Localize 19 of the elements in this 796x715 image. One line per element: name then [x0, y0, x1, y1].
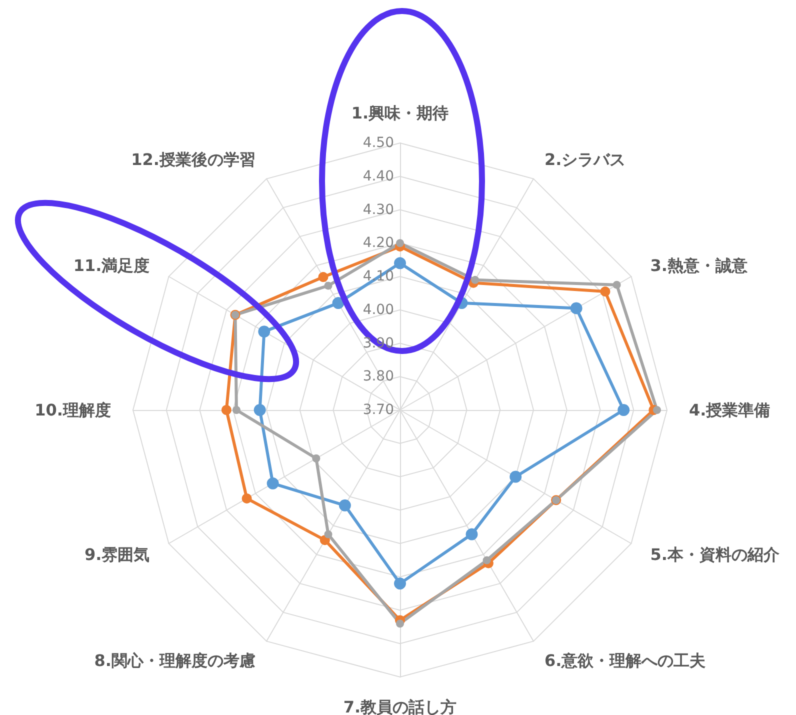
spoke-label: 12.授業後の学習: [131, 150, 256, 170]
spoke-label: 10.理解度: [34, 400, 111, 420]
y-tick-label: 3.80: [362, 368, 394, 385]
spoke-label: 2.シラバス: [544, 150, 626, 170]
spoke-label: 1.興味・期待: [351, 104, 449, 122]
y-tick-label: 4.50: [362, 135, 394, 151]
y-tick-label: 3.70: [362, 402, 394, 418]
spoke-label: 3.熱意・誠意: [650, 256, 748, 275]
spoke-label: 7.教員の話し方: [343, 698, 457, 715]
spoke-label: 4.授業準備: [689, 400, 770, 420]
spoke-label: 6.意欲・理解への工夫: [544, 650, 707, 670]
y-tick-label: 4.00: [362, 302, 394, 318]
spoke-label: 11.満足度: [73, 256, 150, 275]
y-tick-label: 4.20: [362, 235, 394, 252]
y-tick-label: 4.30: [362, 202, 394, 218]
y-tick-label: 4.40: [362, 168, 394, 184]
spoke-label: 5.本・資料の紹介: [650, 545, 780, 564]
spoke-label: 9.雰囲気: [84, 545, 150, 564]
spoke-label: 8.関心・理解度の考慮: [94, 650, 256, 670]
